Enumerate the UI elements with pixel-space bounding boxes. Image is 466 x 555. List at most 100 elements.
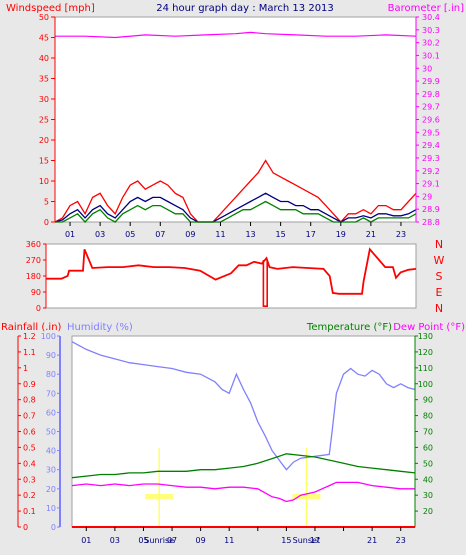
humidity-tick-label: 10 [46,504,56,513]
rain-tick-label: 0.6 [23,428,36,437]
direction-tick-label: 360 [26,240,41,249]
direction-series [46,247,417,295]
humidity-axis-title: Humidity (%) [67,322,133,333]
dewpoint-axis-title: Dew Point (°F) [393,322,465,333]
temperature-tick-label: 60 [423,443,433,452]
temperature-tick-label: 80 [423,412,433,421]
barometer-series [55,31,417,39]
rain-tick-label: 1.2 [23,332,36,341]
wind-y-tick-label: 0 [44,218,49,227]
hour-tick-label: 03 [95,230,105,239]
rain-tick-label: 0.7 [23,412,36,421]
barometer-tick-label: 30.2 [422,39,440,48]
rain-tick-label: 0.1 [23,507,36,516]
rain-tick-label: 1.1 [23,348,36,357]
thermo-hour-tick-label: 23 [396,536,406,545]
plot-panels [45,16,417,528]
wind-series-mean [54,192,417,223]
compass-letter: N [435,238,443,251]
rain-tick-label: 1 [23,364,28,373]
hour-tick-label: 01 [65,230,75,239]
direction-gap-series [262,260,269,308]
barometer-tick-label: 29.9 [422,77,440,86]
hour-tick-label: 21 [366,230,376,239]
rain-tick-label: 0.8 [23,396,36,405]
compass-letter: S [436,270,443,283]
barometer-tick-label: 29.8 [422,90,440,99]
compass-letter: E [436,286,443,299]
temperature-tick-label: 30 [423,491,433,500]
direction-tick-label: 270 [26,256,41,265]
barometer-tick-label: 30.1 [422,51,440,60]
compass-letter: W [434,254,445,267]
thermo-plot-area [71,335,416,528]
temperature-tick-label: 50 [423,459,433,468]
rain-tick-label: 0 [23,523,28,532]
wind-plot-area [54,16,417,223]
sunrise-glow [145,494,174,499]
direction-plot-area [45,243,417,309]
wind-series-gust [54,159,417,223]
temperature-tick-label: 40 [423,475,433,484]
barometer-tick-label: 29.3 [422,154,440,163]
temperature-tick-label: 120 [418,348,433,357]
temperature-tick-label: 90 [423,396,433,405]
rainfall-axis-title: Rainfall (.in) [1,322,62,333]
barometer-tick-label: 29.1 [422,180,440,189]
direction-tick-label: 90 [31,288,41,297]
direction-tick-label: 0 [36,304,41,313]
hour-tick-label: 15 [276,230,286,239]
humidity-tick-label: 40 [46,447,56,456]
barometer-tick-label: 28.9 [422,205,440,214]
humidity-tick-label: 100 [41,332,56,341]
wind-y-tick-label: 35 [39,75,49,84]
thermo-hour-tick-label: 07 [167,536,177,545]
wind-y-tick-label: 5 [44,198,49,207]
wind-y-tick-label: 50 [39,13,49,22]
barometer-tick-label: 30.4 [422,13,440,22]
hour-tick-label: 19 [336,230,346,239]
sunrise-label: Sunrise [144,536,174,545]
temperature-tick-label: 70 [423,428,433,437]
chart-title: 24 hour graph day : March 13 2013 [156,3,334,14]
temperature-tick-label: 130 [418,332,433,341]
wind-y-tick-label: 20 [39,136,49,145]
thermo-hour-tick-label: 21 [367,536,377,545]
barometer-tick-label: 29.7 [422,103,440,112]
thermo-hour-tick-label: 03 [110,536,120,545]
thermo-hour-tick-label: 01 [81,536,91,545]
thermo-hour-tick-label: 17 [310,536,320,545]
thermo-hour-tick-label: 11 [224,536,234,545]
humidity-tick-label: 80 [46,370,56,379]
humidity-tick-label: 30 [46,466,56,475]
wind-y-tick-label: 15 [39,157,49,166]
hour-tick-label: 11 [215,230,225,239]
humidity-series [71,341,416,471]
wind-y-tick-label: 30 [39,95,49,104]
humidity-tick-label: 90 [46,351,56,360]
rain-tick-label: 0.4 [23,459,36,468]
humidity-tick-label: 70 [46,389,56,398]
temperature-tick-label: 110 [418,364,433,373]
wind-y-tick-label: 45 [39,34,49,43]
humidity-tick-label: 60 [46,408,56,417]
wind-y-tick-label: 40 [39,54,49,63]
rain-tick-label: 0.2 [23,491,36,500]
temperature-tick-label: 100 [418,380,433,389]
wind-y-tick-label: 25 [39,116,49,125]
hour-tick-label: 07 [155,230,165,239]
hour-tick-label: 23 [396,230,406,239]
barometer-tick-label: 29 [422,192,432,201]
temperature-series [71,453,416,479]
wind-series-average [55,200,417,223]
rain-tick-label: 0.9 [23,380,36,389]
sunset-label: Sunset [293,536,320,545]
humidity-tick-label: 50 [46,428,56,437]
chart-axes: 0510152025303540455028.828.92929.129.229… [17,13,445,545]
thermo-hour-tick-label: 05 [138,536,148,545]
direction-tick-label: 180 [26,272,41,281]
barometer-tick-label: 28.8 [422,218,440,227]
hour-tick-label: 09 [185,230,195,239]
humidity-tick-label: 20 [46,485,56,494]
